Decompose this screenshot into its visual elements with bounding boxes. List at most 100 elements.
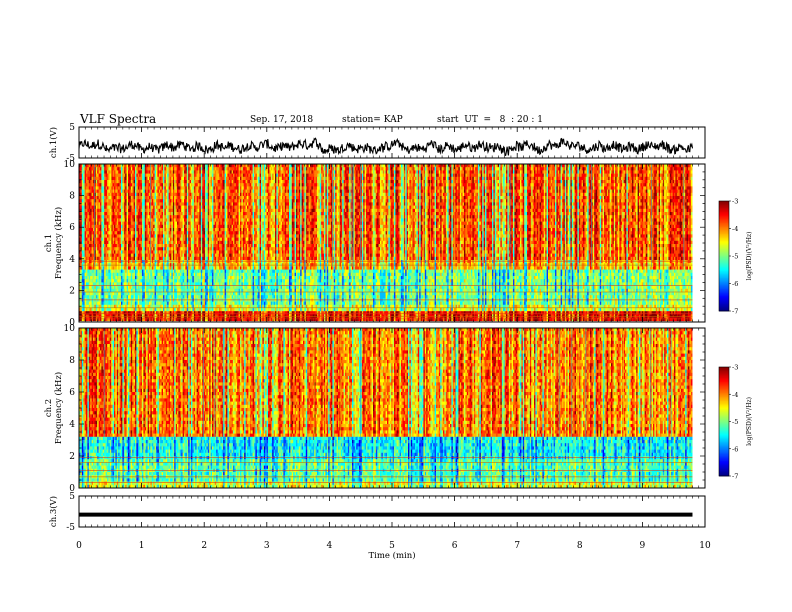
ch1-spectrogram-cell	[527, 170, 530, 174]
ch1-spectrogram-cell	[604, 177, 609, 181]
ch1-spectrogram-cell	[654, 183, 657, 187]
ch1-spectrogram-cell	[227, 183, 230, 187]
ch1-spectrogram-cell	[292, 167, 295, 171]
ch1-spectrogram-cell	[216, 167, 219, 171]
ch1-spectrogram-cell	[209, 170, 212, 174]
ch1-spectrogram-cell	[243, 167, 246, 171]
ch1-spectrogram-cell	[236, 180, 239, 184]
ch1-spectrogram-cell	[321, 183, 324, 187]
ch1-spectrogram-cell	[104, 180, 107, 184]
ch1-spectrogram-cell	[673, 186, 676, 190]
ch1-spectrogram-cell	[339, 183, 342, 187]
ch1-spectrogram-cell	[96, 177, 99, 181]
figure-title: VLF Spectra	[79, 112, 156, 126]
ch1-waveform-ylabel: ch.1(V)	[48, 127, 59, 158]
ch1-spectrogram-cell	[85, 193, 88, 197]
ch1-spectrogram-cell	[687, 186, 692, 190]
ch1-spectrogram-cell	[691, 167, 693, 171]
ch1-spectrogram-cell	[314, 183, 317, 187]
ch1-spectrogram-cell	[575, 190, 578, 194]
ch1-spectrogram-cell	[269, 186, 272, 190]
ch1-spectrogram-cell	[181, 186, 184, 190]
ch1-spectrogram-cell	[575, 167, 578, 171]
ch1-spectrogram-cell	[250, 186, 253, 190]
ch1-spectrogram-cell	[642, 180, 645, 184]
ch1-spectrogram-cell	[572, 186, 575, 190]
ch1-spectrogram-cell	[190, 177, 193, 181]
ch1-waveform-panel: 5-5ch.1(V)	[48, 123, 705, 164]
ch1-spectrogram-cell	[380, 186, 383, 190]
ch1-spectrogram-cell	[439, 177, 442, 181]
ch1-spectrogram-cell	[524, 170, 527, 174]
ch1-spectrogram-cell	[475, 170, 478, 174]
ch1-spectrogram-cell	[152, 183, 155, 187]
ch1-spectrogram-cell	[527, 177, 530, 181]
ch1-spectrogram-cell	[667, 167, 670, 171]
ch1-spectrogram-cell	[673, 164, 676, 168]
ch1-spectrogram-cell	[218, 183, 223, 187]
ch1-spectrogram-cell	[643, 186, 646, 190]
ch1-spectrogram-cell	[99, 174, 102, 178]
ch1-spectrogram-cell	[653, 170, 656, 174]
ch1-spectrogram-cell	[449, 170, 452, 174]
ch1-spectrogram-cell	[558, 177, 561, 181]
ch1-spectrogram-cell	[412, 180, 415, 184]
ch1-spectrogram-cell	[195, 177, 200, 181]
ch1-spectrogram-cell	[174, 190, 177, 194]
ch1-spectrogram-cell	[309, 183, 312, 187]
ch1-spectrogram-cell	[283, 177, 286, 181]
ch1-spectrogram-cell	[317, 180, 320, 184]
ch1-spectrogram-cell	[579, 170, 584, 174]
ch1-spectrogram-cell	[271, 170, 274, 174]
ch1-spectrogram-cell	[268, 174, 271, 178]
ch1-spectrogram-cell	[309, 186, 312, 190]
ch1-spectrogram-cell	[369, 186, 372, 190]
ch1-spectrogram-cell	[243, 180, 246, 184]
ch1-spectrogram-cell	[579, 177, 585, 181]
ch1-spectrogram-cell	[181, 177, 184, 181]
ch1-spectrogram-cell	[142, 167, 145, 171]
ch1-spectrogram-cell	[128, 174, 131, 178]
ch1-spectrogram-cell	[430, 186, 433, 190]
ch1-spectrogram-cell	[232, 183, 235, 187]
ch1-spectrogram-cell	[96, 164, 99, 168]
ch1-spectrogram-cell	[246, 177, 251, 181]
ch1-spectrogram-cell	[489, 177, 492, 181]
ch1-spectrogram-cell	[516, 183, 521, 187]
ch1-spectrogram-cell	[624, 167, 627, 171]
ch1-spectrogram-cell	[205, 164, 208, 168]
ch1-spectrogram-cell	[283, 183, 288, 187]
ch1-spectrogram-cell	[104, 193, 107, 197]
ch1-spectrogram-cell	[254, 186, 259, 190]
ch1-spectrogram-cell	[124, 164, 127, 168]
ch1-spectrogram-cell	[369, 164, 372, 168]
ch1-spectrogram-cell	[89, 183, 92, 187]
ch1-spectrogram-cell	[611, 180, 614, 184]
ch1-spectrogram-cell	[524, 167, 527, 171]
ch1-spectrogram-cell	[684, 174, 687, 178]
ch1-spectrogram-cell	[226, 177, 229, 181]
ch1-spectrogram-cell	[621, 190, 626, 194]
ch1-spectrogram-cell	[139, 177, 142, 181]
ch1-spectrogram-cell	[432, 190, 435, 194]
ch1-spectrogram-cell	[283, 164, 286, 168]
ch1-spectrogram-cell	[202, 190, 205, 194]
ch1-spectrogram-cell	[533, 190, 536, 194]
ch1-spectrogram-cell	[471, 174, 478, 178]
ch1-spectrogram-cell	[307, 177, 312, 181]
ch1-spectrogram-cell	[247, 190, 250, 194]
ch1-spectrogram-cell	[307, 180, 310, 184]
ch1-spectrogram-cell	[475, 190, 478, 194]
ch1-spectrogram-cell	[328, 180, 331, 184]
ch1-spectrogram-cell	[594, 170, 597, 174]
ch1-spectrogram-cell	[579, 186, 582, 190]
ch1-spectrogram-cell	[169, 174, 174, 178]
ch1-spectrogram-cell	[380, 174, 383, 178]
ch1-spectrogram-cell	[400, 186, 403, 190]
ch1-spectrogram-cell	[467, 186, 472, 190]
ch1-spectrogram-cell	[552, 167, 555, 171]
ch1-spectrogram-cell	[617, 177, 620, 181]
ch1-spectrogram-cell	[635, 170, 638, 174]
ch1-spectrogram-cell	[524, 190, 527, 194]
ch1-spectrogram-cell	[317, 167, 322, 171]
